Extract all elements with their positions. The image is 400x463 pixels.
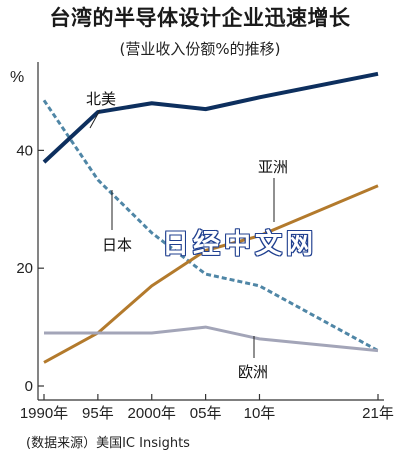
series-label-0: 北美 — [86, 90, 116, 108]
x-tick-label: 1990年 — [20, 405, 68, 422]
leader-line-0 — [89, 109, 101, 129]
series-label-3: 欧洲 — [238, 363, 268, 381]
chart-subtitle: (营业收入份额%的推移) — [119, 40, 281, 58]
series-line-2 — [43, 184, 379, 364]
data-source-note: (数据来源）美国IC Insights — [26, 436, 190, 451]
x-tick-label: 21年 — [362, 405, 394, 422]
x-tick-label: 95年 — [82, 405, 114, 422]
y-tick-label: 0 — [25, 378, 33, 395]
series-line-0 — [42, 71, 379, 164]
axes: % 0 20 40 1990年 95年 2000年 05年 10年 21年 — [10, 62, 394, 422]
chart-title: 台湾的半导体设计企业迅速增长 — [49, 6, 351, 30]
x-tick-label: 10年 — [244, 405, 276, 422]
y-tick-label: 20 — [16, 260, 33, 277]
y-axis-unit-label: % — [10, 69, 24, 86]
series-label-2: 亚洲 — [258, 158, 288, 176]
x-tick-label: 05年 — [190, 405, 222, 422]
x-tick-label: 2000年 — [128, 405, 176, 422]
series-line-1 — [42, 99, 379, 352]
y-tick-label: 40 — [16, 142, 33, 159]
series-label-1: 日本 — [102, 236, 132, 254]
series-lines — [42, 71, 379, 364]
label-leader-lines — [89, 109, 275, 358]
watermark-logo: 日经中文网 — [162, 229, 317, 260]
series-line-3 — [44, 325, 379, 353]
